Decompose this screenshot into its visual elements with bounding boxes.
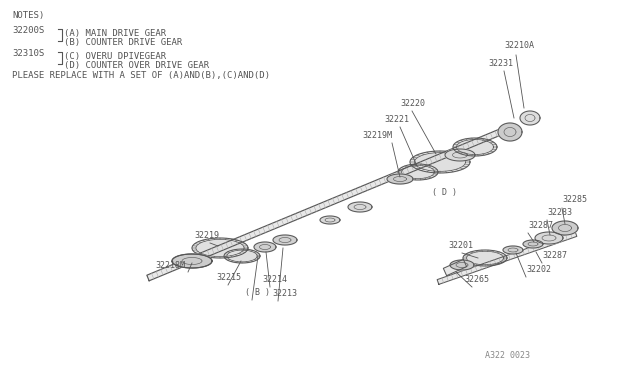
Text: 32220: 32220 (400, 99, 425, 108)
Text: ( D ): ( D ) (432, 188, 457, 197)
Polygon shape (463, 250, 507, 266)
Polygon shape (273, 235, 297, 245)
Text: A322 0023: A322 0023 (485, 351, 530, 360)
Polygon shape (348, 202, 372, 212)
Polygon shape (192, 238, 248, 258)
Text: 32215: 32215 (216, 273, 241, 282)
Text: 32285: 32285 (562, 195, 587, 204)
Text: (A) MAIN DRIVE GEAR: (A) MAIN DRIVE GEAR (64, 29, 166, 38)
Polygon shape (172, 254, 212, 268)
Text: PLEASE REPLACE WITH A SET OF (A)AND(B),(C)AND(D): PLEASE REPLACE WITH A SET OF (A)AND(B),(… (12, 71, 270, 80)
Text: 32210A: 32210A (504, 41, 534, 50)
Polygon shape (254, 242, 276, 252)
Text: 32219M: 32219M (362, 131, 392, 140)
Text: 32214: 32214 (262, 275, 287, 284)
Text: 32201: 32201 (448, 241, 473, 250)
Polygon shape (410, 151, 470, 173)
Text: (C) OVERU DPIVEGEAR: (C) OVERU DPIVEGEAR (64, 52, 166, 61)
Polygon shape (444, 259, 467, 276)
Text: 32283: 32283 (547, 208, 572, 217)
Polygon shape (147, 125, 511, 281)
Text: 32200S: 32200S (12, 26, 44, 35)
Polygon shape (387, 174, 413, 184)
Text: 32221: 32221 (384, 115, 409, 124)
Text: 32287: 32287 (528, 221, 553, 230)
Polygon shape (503, 246, 523, 254)
Text: 32218M: 32218M (155, 261, 185, 270)
Polygon shape (552, 221, 578, 235)
Polygon shape (224, 249, 260, 263)
Polygon shape (453, 138, 497, 156)
Polygon shape (498, 123, 522, 141)
Text: 32219: 32219 (194, 231, 219, 240)
Text: 32310S: 32310S (12, 49, 44, 58)
Text: 32231: 32231 (488, 59, 513, 68)
Polygon shape (398, 164, 438, 180)
Polygon shape (520, 111, 540, 125)
Text: (B) COUNTER DRIVE GEAR: (B) COUNTER DRIVE GEAR (64, 38, 182, 47)
Polygon shape (523, 240, 543, 248)
Text: 32213: 32213 (272, 289, 297, 298)
Polygon shape (445, 149, 475, 161)
Polygon shape (450, 260, 474, 270)
Text: 32265: 32265 (464, 275, 489, 284)
Text: NOTES): NOTES) (12, 11, 44, 20)
Text: 32202: 32202 (526, 265, 551, 274)
Polygon shape (320, 216, 340, 224)
Text: 32287: 32287 (542, 251, 567, 260)
Polygon shape (535, 232, 563, 244)
Text: ( B ): ( B ) (245, 288, 270, 297)
Text: (D) COUNTER OVER DRIVE GEAR: (D) COUNTER OVER DRIVE GEAR (64, 61, 209, 70)
Polygon shape (437, 232, 577, 284)
